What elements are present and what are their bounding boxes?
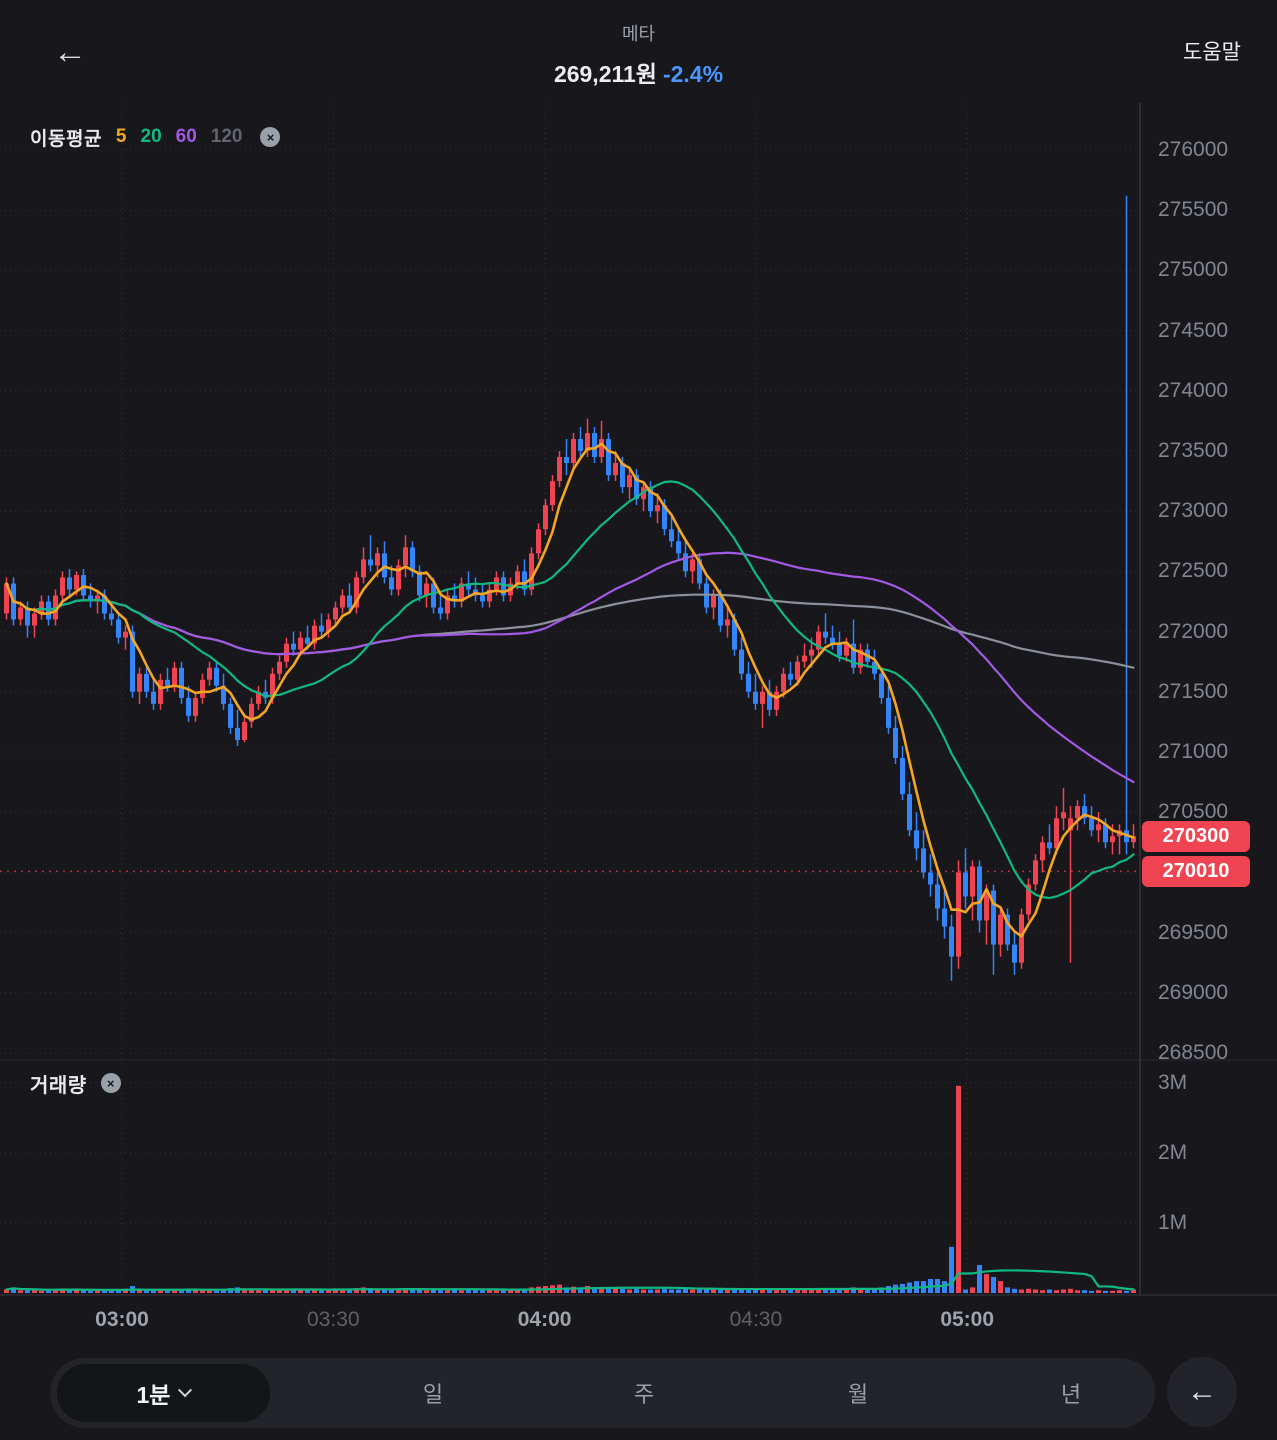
- price-axis-label: 268500: [1158, 1041, 1229, 1064]
- timeframe-bar: 1분 일 주 월 년 ←: [0, 1355, 1277, 1440]
- ma-label: 이동평균: [30, 128, 102, 150]
- prev-close-badge: 270010: [1142, 855, 1250, 887]
- price-axis-label: 272500: [1158, 559, 1229, 583]
- tab-month[interactable]: 월: [847, 1382, 869, 1407]
- ma-period-60: 60: [175, 126, 197, 147]
- moving-average-legend: 이동평균 5 20 60 120 ×: [30, 124, 281, 150]
- price-axis-label: 274500: [1158, 318, 1229, 342]
- price-change-percent: -2.4%: [662, 61, 724, 87]
- ma-period-5: 5: [115, 126, 127, 147]
- volume-axis-label: 1M: [1158, 1211, 1188, 1234]
- chevron-down-icon: [178, 1383, 193, 1398]
- price-axis-label: 274000: [1158, 378, 1229, 402]
- timeframe-selected-1min[interactable]: 1분: [57, 1364, 270, 1422]
- header: ← 메타 269,211원 -2.4% 도움말: [0, 0, 1277, 103]
- price-axis-label: 269000: [1158, 980, 1229, 1004]
- help-button[interactable]: 도움말: [1183, 41, 1241, 64]
- price-axis-label: 271000: [1158, 740, 1229, 763]
- price-axis-label: 275500: [1158, 198, 1229, 222]
- header-center: 메타 269,211원 -2.4%: [0, 0, 1277, 89]
- price-axis-label: 269500: [1158, 920, 1229, 944]
- tab-day[interactable]: 일: [422, 1382, 444, 1407]
- volume-close-icon[interactable]: ×: [100, 1073, 121, 1093]
- price-chart-canvas[interactable]: [0, 0, 1277, 1355]
- ma-period-120: 120: [210, 126, 243, 147]
- price-axis-label: 272000: [1158, 619, 1229, 643]
- time-axis-label: 03:30: [307, 1308, 360, 1331]
- current-price: 269,211원: [553, 61, 657, 87]
- last-price-badge: 270300: [1142, 820, 1250, 852]
- ma-period-20: 20: [140, 126, 162, 147]
- timeframe-pill: 1분 일 주 월 년: [50, 1358, 1155, 1428]
- chart-back-button[interactable]: ←: [1167, 1357, 1237, 1427]
- stock-title: 메타: [621, 24, 656, 44]
- timeframe-selected-label: 1분: [136, 1382, 171, 1408]
- price-axis-label: 275000: [1158, 258, 1229, 282]
- price-axis-label: 273500: [1158, 439, 1229, 462]
- time-axis-label: 04:30: [729, 1308, 783, 1331]
- price-axis-label: 270500: [1158, 800, 1229, 824]
- tab-week[interactable]: 주: [633, 1382, 655, 1407]
- price-line: 269,211원 -2.4%: [0, 55, 1277, 89]
- time-axis-label: 04:00: [517, 1308, 572, 1331]
- price-axis-label: 273000: [1158, 499, 1229, 523]
- volume-axis-label: 3M: [1158, 1071, 1188, 1094]
- price-axis-label: 276000: [1158, 138, 1229, 161]
- tab-year[interactable]: 년: [1060, 1382, 1082, 1407]
- volume-legend: 거래량 ×: [30, 1070, 121, 1097]
- time-axis-label: 03:00: [95, 1308, 149, 1331]
- time-axis-label: 05:00: [940, 1308, 995, 1331]
- price-axis-label: 271500: [1158, 679, 1229, 703]
- ma-close-icon[interactable]: ×: [260, 127, 281, 147]
- volume-axis-label: 2M: [1158, 1141, 1188, 1164]
- back-icon[interactable]: ←: [53, 33, 87, 71]
- volume-label: 거래량: [30, 1074, 87, 1097]
